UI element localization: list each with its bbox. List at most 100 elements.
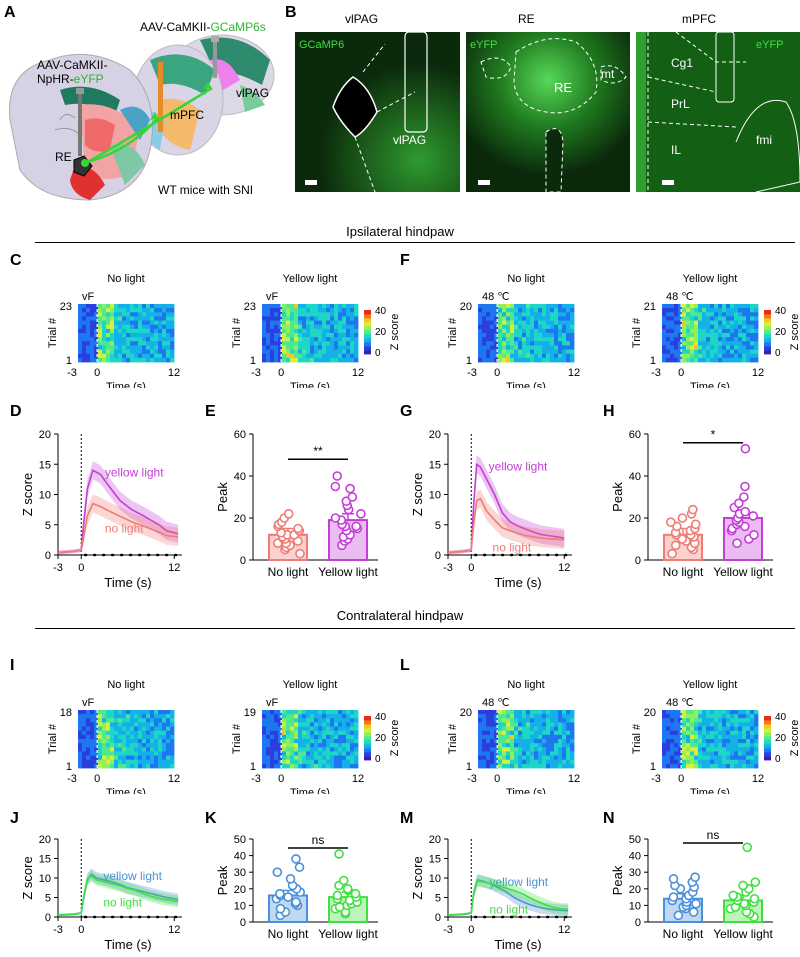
- chart-d-series-yellow-light-label: yellow light: [105, 465, 164, 479]
- heatmap-f-yellow-light-trial-min: 1: [650, 355, 656, 367]
- chart-j-ytick: 10: [39, 873, 51, 885]
- chart-d-xlabel: Time (s): [104, 575, 151, 590]
- heatmap-l-yellow-light-time-axis-label: Time (s): [690, 787, 730, 794]
- panel-label-a: A: [4, 4, 16, 21]
- chart-e-point: [295, 548, 305, 559]
- heatmap-c-no-light-stimulus-label: vF: [82, 291, 95, 303]
- heatmap-l-yellow-light-cells: [662, 710, 759, 769]
- region-label-mpfc: mPFC: [170, 108, 204, 122]
- section-title-ipsilateral: Ipsilateral hindpaw: [346, 224, 454, 239]
- chart-m-xtick: 0: [468, 924, 474, 936]
- heatmap-l-no-light-stimulus-label: 48 ℃: [482, 697, 510, 709]
- heatmap-f-yellow-light-xtick-end: 12: [752, 367, 764, 379]
- region-label-vlpag-image: vlPAG: [393, 133, 426, 147]
- heatmap-l-no-light-xtick-start: -3: [467, 773, 477, 785]
- chart-e-ytick: 20: [234, 513, 246, 525]
- chart-e-point: [330, 481, 341, 492]
- heatmap-c-yellow-light-time-axis-label: Time (s): [290, 381, 330, 388]
- chart-n-ytick: 20: [629, 884, 641, 896]
- marker-label-eyfp-mpfc: eYFP: [756, 39, 784, 51]
- fluorescence-image-mpfc: eYFP Cg1 PrL IL fmi: [636, 32, 800, 192]
- chart-j-ytick: 0: [45, 912, 51, 924]
- chart-e-point: [356, 509, 366, 519]
- chart-e-category-label: Yellow light: [318, 565, 378, 579]
- heatmap-c-no-light-trial-max: 23: [60, 301, 72, 313]
- heatmap-c-no-light-xtick-end: 12: [168, 367, 180, 379]
- virus-right-label: AAV-CaMKII-GCaMP6s: [140, 20, 266, 34]
- heatmap-c-yellow-light-cells: [262, 304, 359, 363]
- chart-j-xtick: 0: [78, 924, 84, 936]
- image-title-mpfc: mPFC: [682, 12, 716, 26]
- region-label-fmi: fmi: [756, 133, 772, 147]
- heatmap-l-yellow-light-trial-min: 1: [650, 761, 656, 773]
- fiber-left: [78, 92, 82, 156]
- fiber-mpfc: [158, 62, 163, 132]
- heatmap-l-no-light-trial-min: 1: [466, 761, 472, 773]
- chart-e-point: [283, 509, 294, 519]
- chart-n-point: [742, 842, 753, 853]
- region-label-vlpag: vlPAG: [236, 86, 270, 100]
- heatmap-f-yellow-light-time-axis-label: Time (s): [690, 381, 730, 388]
- heatmap-i-yellow-light-cells: [262, 710, 359, 769]
- heatmap-f-no-light-condition-label: No light: [507, 273, 544, 285]
- heatmap-f-cbar-label: Z score: [789, 314, 800, 351]
- chart-n-point: [690, 872, 700, 882]
- chart-h-point: [665, 517, 676, 527]
- chart-n-category-label: Yellow light: [713, 927, 773, 941]
- heatmap-f-no-light-trial-max: 20: [460, 301, 472, 313]
- heatmap-i-yellow-light-stimulus-label: vF: [266, 697, 279, 709]
- chart-g-series-no-light-label: no light: [493, 541, 532, 555]
- chart-k-ytick: 30: [234, 867, 246, 879]
- chart-h-point: [740, 443, 751, 454]
- chart-e-point: [330, 513, 341, 523]
- chart-h-point: [740, 506, 751, 517]
- chart-k-point: [332, 890, 343, 901]
- heatmap-f-no-light-xtick-zero: 0: [494, 367, 500, 379]
- chart-m-xtick: 12: [558, 924, 570, 936]
- chart-j-ylabel: Z score: [20, 856, 35, 899]
- chart-d-xtick: 0: [78, 562, 84, 574]
- heatmap-l-cbar-label: Z score: [789, 720, 800, 757]
- heatmap-c-no-light-trial-axis-label: Trial #: [47, 317, 59, 348]
- chart-g-series-no-light-line: [447, 497, 565, 554]
- chart-h-ytick: 0: [635, 555, 641, 567]
- panel-label-l: L: [400, 657, 410, 674]
- chart-k-point: [291, 897, 301, 907]
- region-label-cg1: Cg1: [671, 56, 693, 70]
- chart-n-point: [728, 890, 739, 901]
- heatmap-l-cbar-tick-mid: 20: [775, 733, 787, 744]
- chart-g-ytick: 0: [435, 550, 441, 562]
- chart-k-category-label: No light: [268, 927, 309, 941]
- heatmap-f-cbar-tick-mid: 20: [775, 327, 787, 338]
- chart-d-ytick: 10: [39, 490, 51, 502]
- chart-m-ytick: 0: [435, 912, 441, 924]
- heatmap-l-no-light-xtick-zero: 0: [494, 773, 500, 785]
- chart-h-point: [734, 498, 744, 509]
- heatmap-i-yellow-light-xtick-start: -3: [251, 773, 261, 785]
- heatmap-c-yellow-light-xtick-start: -3: [251, 367, 261, 379]
- chart-n-point: [749, 893, 760, 904]
- chart-m-series-no-light-label: no light: [489, 903, 528, 917]
- image-title-re: RE: [518, 12, 535, 26]
- chart-h-ytick: 20: [629, 513, 641, 525]
- chart-g-ytick: 20: [429, 429, 441, 441]
- chart-h-category-label: Yellow light: [713, 565, 773, 579]
- heatmap-i-no-light-trial-min: 1: [66, 761, 72, 773]
- chart-d-ytick: 20: [39, 429, 51, 441]
- heatmap-f-yellow-light-trial-axis-label: Trial #: [631, 317, 643, 348]
- marker-label-eyfp-re: eYFP: [470, 39, 498, 51]
- chart-d-ylabel: Z score: [20, 473, 35, 516]
- heatmap-f-no-light-time-axis-label: Time (s): [506, 381, 546, 388]
- heatmap-f-no-light-trial-min: 1: [466, 355, 472, 367]
- chart-n-point: [688, 907, 699, 917]
- chart-e-category-label: No light: [268, 565, 309, 579]
- chart-d-ytick: 15: [39, 459, 51, 471]
- chart-j-ytick: 20: [39, 834, 51, 846]
- chart-k-point: [334, 849, 344, 859]
- heatmap-l-yellow-light-xtick-zero: 0: [678, 773, 684, 785]
- chart-h-point: [739, 492, 749, 502]
- chart-e-significance-label: **: [313, 444, 323, 458]
- region-label-prl: PrL: [671, 97, 690, 111]
